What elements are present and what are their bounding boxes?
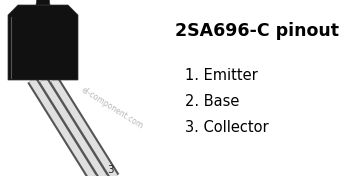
Bar	[20, 15, 73, 80]
Text: 3. Collector: 3. Collector	[185, 120, 268, 135]
Polygon shape	[36, 0, 50, 5]
Text: 2SA696-C pinout: 2SA696-C pinout	[175, 22, 339, 40]
Text: 1. Emitter: 1. Emitter	[185, 68, 258, 83]
Text: el-component.com: el-component.com	[79, 85, 145, 131]
Text: 3: 3	[107, 165, 114, 175]
Polygon shape	[8, 5, 78, 80]
Text: 2. Base: 2. Base	[185, 94, 239, 109]
